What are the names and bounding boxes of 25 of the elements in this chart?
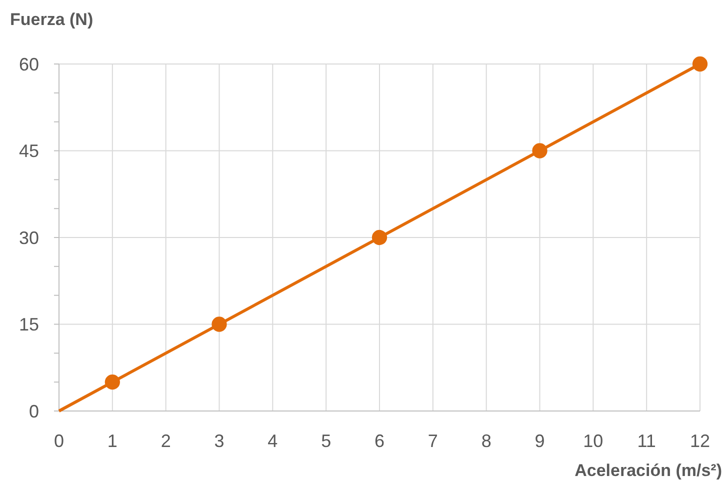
x-tick-label: 8	[481, 431, 492, 451]
y-tick-label: 60	[18, 54, 39, 74]
x-tick-label: 3	[214, 431, 224, 451]
x-tick-label: 9	[534, 431, 545, 451]
y-axis-title: Fuerza (N)	[10, 10, 94, 29]
y-tick-label: 30	[18, 228, 39, 248]
y-tick-label: 45	[18, 141, 39, 162]
point	[372, 230, 388, 246]
point	[104, 374, 120, 390]
y-tick-label: 15	[18, 314, 39, 335]
x-tick-label: 1	[107, 431, 118, 451]
x-tick-label: 10	[583, 431, 604, 451]
x-tick-label: 12	[690, 431, 710, 451]
x-tick-label: 6	[374, 431, 385, 451]
y-tick-label: 0	[28, 401, 39, 422]
x-tick-label: 7	[428, 431, 438, 451]
point	[212, 316, 227, 332]
x-axis-title: Aceleración (m/s²)	[574, 461, 722, 480]
x-tick-label: 0	[54, 431, 64, 451]
x-tick-label: 5	[321, 431, 332, 451]
x-tick-label: 2	[160, 431, 171, 451]
x-tick-label: 11	[637, 431, 656, 451]
x-tick-label: 4	[268, 431, 278, 451]
point	[692, 56, 708, 72]
point	[532, 143, 548, 158]
